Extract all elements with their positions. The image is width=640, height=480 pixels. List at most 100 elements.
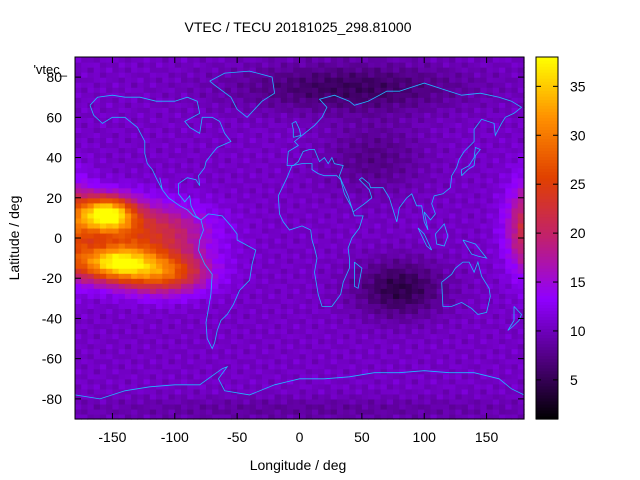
heatmap-cell (212, 243, 220, 249)
heatmap-cell (274, 363, 282, 370)
heatmap-cell (87, 358, 95, 365)
heatmap-cell (361, 82, 369, 88)
heatmap-cell (361, 132, 369, 139)
heatmap-cell (374, 293, 382, 299)
heatmap-cell (486, 207, 494, 214)
heatmap-cell (361, 72, 369, 78)
heatmap-cell (380, 393, 388, 400)
heatmap-cell (287, 62, 294, 68)
heatmap-cell (237, 368, 244, 375)
heatmap-cell (449, 57, 457, 63)
heatmap-cell (137, 122, 145, 128)
heatmap-cell (411, 393, 419, 400)
heatmap-cell (442, 142, 450, 149)
heatmap-cell (330, 117, 338, 123)
heatmap-cell (230, 313, 238, 320)
heatmap-cell (436, 413, 444, 420)
heatmap-cell (131, 298, 138, 304)
heatmap-cell (467, 107, 475, 113)
heatmap-cell (386, 288, 394, 294)
heatmap-cell (480, 318, 488, 325)
heatmap-cell (467, 202, 475, 209)
heatmap-cell (505, 343, 513, 350)
heatmap-cell (305, 167, 313, 174)
heatmap-cell (293, 333, 301, 340)
heatmap-cell (386, 212, 394, 219)
heatmap-cell (274, 328, 282, 335)
heatmap-cell (374, 72, 382, 78)
heatmap-cell (81, 333, 89, 340)
heatmap-cell (399, 243, 407, 249)
heatmap-cell (349, 338, 357, 345)
heatmap-cell (93, 253, 101, 259)
heatmap-cell (467, 353, 475, 360)
heatmap-cell (287, 348, 294, 355)
heatmap-cell (212, 217, 220, 224)
heatmap-cell (449, 222, 457, 229)
heatmap-cell (442, 348, 450, 355)
heatmap-cell (430, 147, 438, 154)
heatmap-cell (349, 318, 357, 325)
heatmap-cell (131, 383, 138, 390)
heatmap-cell (417, 67, 425, 73)
heatmap-cell (75, 82, 82, 88)
heatmap-cell (343, 142, 350, 149)
heatmap-cell (112, 92, 120, 98)
heatmap-cell (343, 278, 350, 284)
heatmap-cell (336, 353, 344, 360)
heatmap-cell (336, 192, 344, 199)
heatmap-cell (87, 182, 95, 189)
heatmap-cell (299, 67, 307, 73)
heatmap-cell (474, 328, 481, 335)
heatmap-cell (455, 358, 463, 365)
heatmap-cell (499, 398, 506, 405)
heatmap-cell (374, 333, 382, 340)
heatmap-cell (212, 117, 220, 123)
heatmap-cell (193, 137, 201, 144)
heatmap-cell (118, 87, 126, 93)
heatmap-cell (393, 117, 400, 123)
heatmap-cell (455, 202, 463, 209)
heatmap-cell (336, 363, 344, 370)
heatmap-cell (411, 333, 419, 340)
heatmap-cell (143, 227, 151, 234)
heatmap-cell (480, 243, 488, 249)
heatmap-cell (411, 72, 419, 78)
heatmap-cell (168, 137, 176, 144)
heatmap-cell (355, 177, 363, 184)
heatmap-cell (368, 333, 375, 340)
heatmap-cell (162, 253, 170, 259)
heatmap-cell (380, 398, 388, 405)
heatmap-cell (118, 333, 126, 340)
heatmap-cell (255, 177, 263, 184)
heatmap-cell (343, 127, 350, 134)
heatmap-cell (262, 147, 269, 154)
heatmap-cell (492, 393, 500, 400)
heatmap-cell (442, 152, 450, 159)
heatmap-cell (287, 167, 294, 174)
heatmap-cell (299, 253, 307, 259)
heatmap-cell (280, 383, 288, 390)
heatmap-cell (230, 167, 238, 174)
heatmap-cell (499, 157, 506, 164)
heatmap-cell (81, 97, 89, 103)
heatmap-cell (311, 238, 319, 244)
heatmap-cell (330, 323, 338, 330)
heatmap-cell (461, 283, 469, 289)
heatmap-cell (474, 227, 481, 234)
heatmap-cell (75, 227, 82, 234)
heatmap-cell (474, 207, 481, 214)
heatmap-cell (262, 268, 269, 274)
heatmap-cell (311, 227, 319, 234)
heatmap-cell (461, 152, 469, 159)
heatmap-cell (330, 137, 338, 144)
heatmap-cell (361, 393, 369, 400)
heatmap-cell (486, 263, 494, 269)
heatmap-cell (255, 212, 263, 219)
heatmap-cell (349, 137, 357, 144)
heatmap-cell (430, 92, 438, 98)
heatmap-cell (430, 338, 438, 345)
heatmap-cell (361, 92, 369, 98)
heatmap-cell (486, 212, 494, 219)
heatmap-cell (368, 152, 375, 159)
